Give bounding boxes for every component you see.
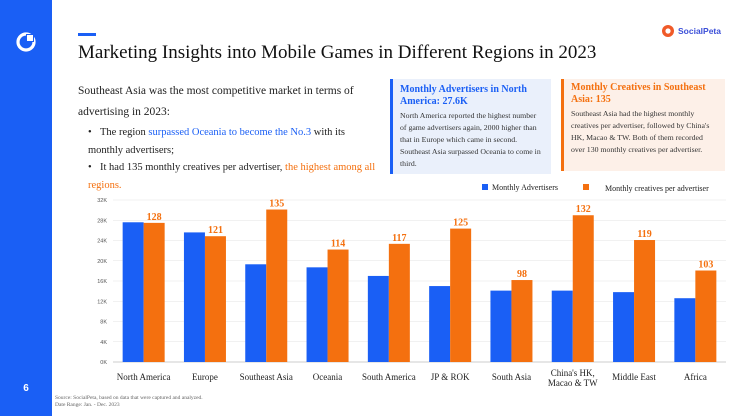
data-label-creatives: 121 bbox=[208, 225, 223, 236]
x-category-label: Middle East bbox=[612, 372, 656, 382]
bar-monthly-advertisers bbox=[245, 264, 267, 362]
x-category-label: Southeast Asia bbox=[240, 372, 293, 382]
card-southeast-asia-body: Southeast Asia had the highest monthly c… bbox=[571, 109, 710, 154]
x-category-label: South America bbox=[362, 372, 416, 382]
data-label-creatives: 135 bbox=[269, 199, 284, 210]
x-category-label: JP & ROK bbox=[431, 372, 470, 382]
bar-monthly-advertisers bbox=[613, 292, 635, 362]
bar-monthly-advertisers bbox=[367, 275, 389, 362]
data-label-creatives: 119 bbox=[637, 229, 651, 240]
bar-monthly-advertisers bbox=[122, 222, 144, 362]
y-tick-label: 12K bbox=[97, 299, 107, 305]
data-label-creatives: 125 bbox=[453, 218, 468, 229]
bar-monthly-advertisers bbox=[183, 232, 205, 362]
data-label-creatives: 128 bbox=[147, 212, 162, 223]
legend-swatch-creatives bbox=[583, 184, 589, 190]
legend-label-advertisers: Monthly Advertisers bbox=[492, 183, 558, 192]
bar-monthly-creatives bbox=[327, 249, 349, 362]
bar-monthly-advertisers bbox=[429, 286, 451, 362]
bar-monthly-advertisers bbox=[306, 267, 328, 362]
side-bar: 6 bbox=[0, 0, 52, 416]
bar-monthly-creatives bbox=[511, 280, 533, 362]
data-label-creatives: 103 bbox=[698, 260, 713, 271]
data-label-creatives: 132 bbox=[576, 204, 591, 215]
bullet-2-highlight: the highest among all regions. bbox=[88, 162, 376, 191]
bar-monthly-creatives bbox=[388, 243, 410, 362]
bullet-2-prefix: It had 135 monthly creatives per adverti… bbox=[100, 162, 286, 173]
card-north-america-body: North America reported the highest numbe… bbox=[400, 111, 541, 168]
bar-monthly-advertisers bbox=[674, 298, 696, 362]
date-range-line: Date Range: Jan. - Dec. 2023 bbox=[55, 402, 120, 408]
bullet-dot: • bbox=[88, 127, 92, 138]
y-tick-label: 8K bbox=[100, 320, 107, 326]
card-southeast-asia-title: Monthly Creatives in Southeast Asia: 135 bbox=[571, 82, 706, 105]
card-southeast-asia: Monthly Creatives in Southeast Asia: 135… bbox=[561, 79, 725, 171]
brand-mark-icon bbox=[16, 32, 36, 52]
intro-text: Southeast Asia was the most competitive … bbox=[78, 85, 354, 118]
data-label-creatives: 98 bbox=[517, 269, 527, 280]
y-tick-label: 24K bbox=[97, 239, 107, 245]
x-category-label: Africa bbox=[684, 372, 707, 382]
bullet-1-prefix: The region bbox=[100, 127, 149, 138]
brand-name: SocialPeta bbox=[678, 26, 721, 36]
brand-logo: SocialPeta bbox=[661, 24, 721, 38]
x-category-label: Europe bbox=[192, 372, 218, 382]
bullet-dot: • bbox=[88, 162, 92, 173]
data-label-creatives: 117 bbox=[392, 233, 406, 244]
bar-monthly-creatives bbox=[695, 270, 717, 362]
card-north-america: Monthly Advertisers in North America: 27… bbox=[390, 79, 551, 174]
bullet-1-suffix: with its monthly advertisers; bbox=[88, 127, 345, 156]
source-note: Source: SocialPeta, based on data that w… bbox=[55, 395, 203, 409]
y-tick-label: 0K bbox=[100, 360, 107, 366]
y-tick-label: 4K bbox=[100, 340, 107, 346]
bar-monthly-creatives bbox=[143, 222, 165, 362]
bar-monthly-creatives bbox=[266, 209, 288, 362]
y-tick-label: 16K bbox=[97, 279, 107, 285]
card-north-america-title: Monthly Advertisers in North America: 27… bbox=[400, 84, 527, 107]
data-label-creatives: 114 bbox=[331, 239, 345, 250]
bar-monthly-advertisers bbox=[551, 290, 573, 362]
y-tick-label: 20K bbox=[97, 259, 107, 265]
y-tick-label: 28K bbox=[97, 218, 107, 224]
bar-monthly-creatives bbox=[204, 236, 226, 362]
source-line: Source: SocialPeta, based on data that w… bbox=[55, 395, 203, 401]
x-category-label: Macao & TW bbox=[548, 378, 598, 388]
x-category-label: China's HK, bbox=[551, 368, 595, 378]
bar-monthly-creatives bbox=[450, 228, 472, 362]
bar-monthly-creatives bbox=[634, 240, 656, 362]
bullet-creatives: • It had 135 monthly creatives per advert… bbox=[88, 159, 388, 195]
bar-monthly-creatives bbox=[572, 215, 594, 362]
legend-label-creatives: Monthly creatives per advertiser bbox=[605, 184, 709, 193]
title-accent bbox=[78, 33, 96, 36]
bullet-1-highlight: surpassed Oceania to become the No.3 bbox=[148, 127, 312, 138]
x-category-label: Oceania bbox=[313, 372, 342, 382]
bullet-advertisers: • The region surpassed Oceania to become … bbox=[88, 124, 378, 160]
legend-swatch-advertisers bbox=[482, 184, 488, 190]
x-category-label: North America bbox=[117, 372, 171, 382]
x-category-label: South Asia bbox=[492, 372, 531, 382]
brand-logo-icon bbox=[662, 25, 674, 37]
page-number: 6 bbox=[23, 383, 29, 394]
y-tick-label: 32K bbox=[97, 198, 107, 204]
page-title: Marketing Insights into Mobile Games in … bbox=[78, 42, 597, 63]
bar-monthly-advertisers bbox=[490, 290, 512, 362]
